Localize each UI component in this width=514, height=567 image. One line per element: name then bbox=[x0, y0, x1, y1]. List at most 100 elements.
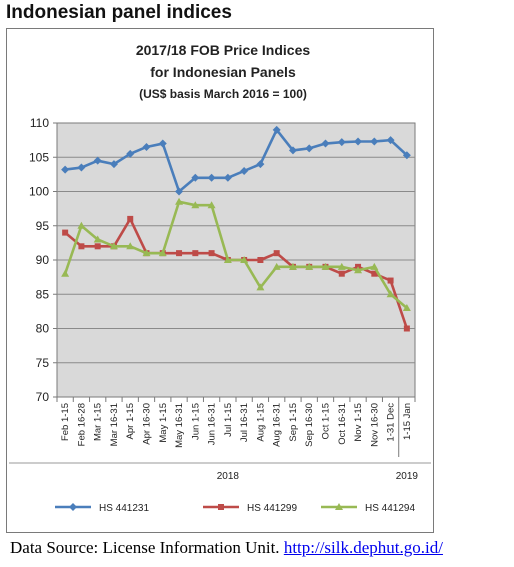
legend-item: HS 441231 bbox=[55, 503, 149, 514]
x-tick-label: Jun 16-31 bbox=[207, 403, 218, 445]
data-source-footer: Data Source: License Information Unit. h… bbox=[10, 538, 443, 558]
data-point bbox=[402, 303, 411, 311]
data-point bbox=[371, 270, 378, 277]
x-tick-label: Aug 16-31 bbox=[272, 403, 283, 447]
data-point bbox=[192, 250, 199, 257]
data-point bbox=[223, 173, 232, 182]
chart-frame: 2017/18 FOB Price Indices for Indonesian… bbox=[6, 28, 434, 533]
legend-label: HS 441231 bbox=[99, 503, 149, 514]
chart-title: 2017/18 FOB Price Indices for Indonesian… bbox=[136, 42, 311, 101]
y-tick-label: 110 bbox=[30, 116, 49, 130]
data-point bbox=[175, 197, 184, 205]
y-tick-label: 90 bbox=[36, 253, 50, 267]
series-hs-441231 bbox=[61, 125, 411, 196]
data-point bbox=[386, 290, 395, 298]
series-line bbox=[63, 200, 408, 309]
data-point bbox=[61, 269, 70, 277]
legend: HS 441231 HS 441299 HS 441294 bbox=[55, 503, 415, 514]
data-point bbox=[158, 139, 167, 148]
x-tick-label: Mar 1-15 bbox=[93, 403, 104, 441]
data-point bbox=[321, 139, 330, 148]
x-tick-label: Aug 1-15 bbox=[255, 403, 266, 442]
data-point bbox=[288, 262, 297, 270]
data-point bbox=[77, 221, 86, 229]
data-point bbox=[158, 249, 167, 257]
series-line bbox=[64, 128, 408, 193]
x-axis: Feb 1-15 Feb 16-28 Mar 1-15 Mar 16-31 Apr 1-… bbox=[56, 397, 419, 482]
page-heading: Indonesian panel indices bbox=[6, 2, 232, 23]
data-point bbox=[386, 136, 395, 145]
x-tick-label: May 1-15 bbox=[158, 403, 169, 443]
x-tick-label: Sep 16-30 bbox=[304, 403, 315, 447]
x-tick-label: Jun 1-15 bbox=[190, 403, 201, 440]
y-tick-label: 80 bbox=[36, 322, 50, 336]
x-tick-label: Feb 16-28 bbox=[76, 403, 87, 446]
source-link[interactable]: http://silk.dephut.go.id/ bbox=[283, 538, 443, 557]
y-tick-label: 95 bbox=[36, 219, 50, 233]
data-point bbox=[403, 325, 410, 332]
data-point bbox=[62, 229, 69, 236]
x-tick-label: 1-31 Dec bbox=[386, 403, 397, 442]
legend-item: HS 441299 bbox=[203, 503, 297, 514]
y-axis: 70 75 80 85 90 95 100 105 110 bbox=[29, 116, 57, 404]
x-tick-label: Apr 16-30 bbox=[142, 403, 153, 445]
x-tick-label: Oct 1-15 bbox=[321, 403, 332, 439]
data-point bbox=[337, 138, 346, 147]
data-point bbox=[305, 262, 314, 270]
legend-marker bbox=[335, 503, 343, 510]
data-point bbox=[175, 187, 184, 196]
data-point bbox=[240, 166, 249, 175]
x-tick-label: May 16-31 bbox=[174, 403, 185, 448]
y-tick-label: 100 bbox=[29, 185, 49, 199]
legend-marker bbox=[69, 503, 77, 511]
legend-label: HS 441299 bbox=[247, 503, 297, 514]
data-point bbox=[94, 243, 101, 250]
data-point bbox=[305, 144, 314, 153]
data-point bbox=[273, 250, 280, 257]
legend-item: HS 441294 bbox=[321, 503, 415, 514]
data-point bbox=[207, 173, 216, 182]
data-point bbox=[321, 262, 330, 270]
gridlines bbox=[57, 156, 415, 364]
data-point bbox=[208, 250, 215, 257]
y-tick-label: 105 bbox=[29, 150, 49, 164]
x-tick-label: Jul 16-31 bbox=[239, 403, 250, 442]
data-point bbox=[191, 201, 200, 209]
data-point bbox=[354, 266, 363, 274]
x-tick-label: 1-15 Jan bbox=[402, 403, 413, 440]
data-point bbox=[272, 125, 281, 134]
year-label-2019: 2019 bbox=[396, 471, 419, 482]
data-point bbox=[288, 146, 297, 155]
data-point bbox=[370, 262, 379, 270]
data-point bbox=[61, 165, 70, 174]
x-tick-label: Sep 1-15 bbox=[288, 403, 299, 442]
data-point bbox=[402, 151, 411, 160]
x-tick-label: Jul 1-15 bbox=[223, 403, 234, 437]
data-point bbox=[338, 270, 345, 277]
data-point bbox=[337, 262, 346, 270]
data-point bbox=[126, 242, 135, 250]
x-tick-label: Oct 16-31 bbox=[337, 403, 348, 445]
data-point bbox=[127, 215, 134, 222]
series-layer bbox=[61, 125, 411, 332]
x-tick-label: Apr 1-15 bbox=[125, 403, 136, 439]
x-tick-label: Nov 1-15 bbox=[353, 403, 364, 442]
data-point bbox=[257, 257, 264, 263]
data-point bbox=[77, 163, 86, 172]
data-point bbox=[354, 137, 363, 146]
data-point bbox=[272, 262, 281, 270]
legend-marker bbox=[218, 504, 224, 510]
footer-label: Data Source: License Information Unit. bbox=[10, 538, 280, 557]
data-point bbox=[223, 256, 232, 263]
series-hs-441294 bbox=[61, 197, 411, 311]
line-chart: 2017/18 FOB Price Indices for Indonesian… bbox=[9, 42, 431, 514]
x-tick-label: Nov 16-30 bbox=[369, 403, 380, 447]
chart-title-line-1: 2017/18 FOB Price Indices bbox=[136, 42, 311, 58]
chart-title-line-2: for Indonesian Panels bbox=[150, 64, 296, 80]
data-point bbox=[387, 277, 394, 284]
data-point bbox=[109, 242, 118, 250]
data-point bbox=[109, 160, 118, 169]
data-point bbox=[93, 235, 102, 243]
x-tick-label: Mar 16-31 bbox=[109, 403, 120, 446]
data-point bbox=[207, 201, 216, 209]
